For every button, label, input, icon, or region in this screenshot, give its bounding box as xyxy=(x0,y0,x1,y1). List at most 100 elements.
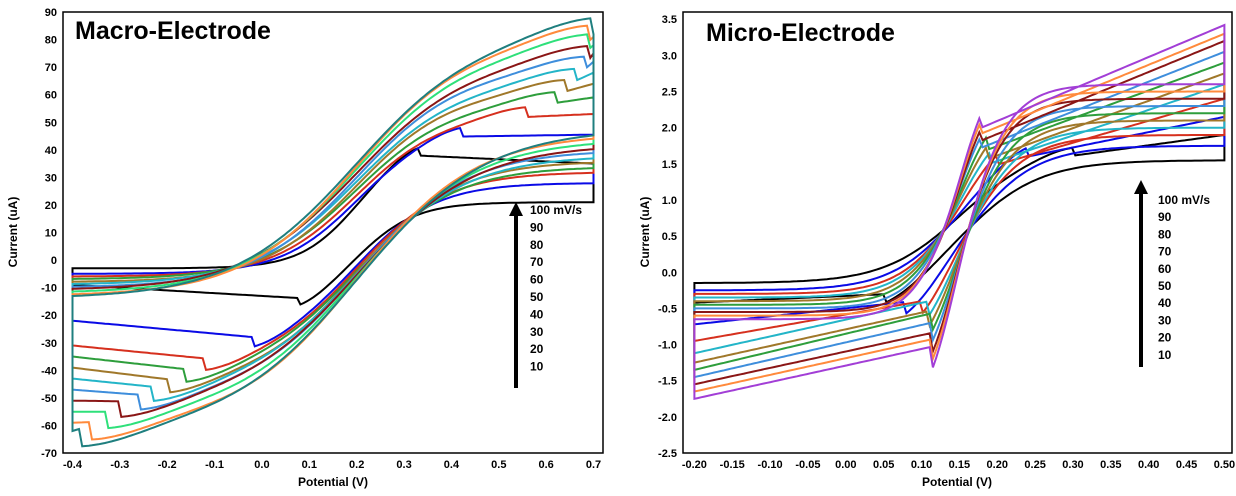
y-tick-label: 0.5 xyxy=(662,231,677,243)
macro-scan-rate-arrow xyxy=(509,202,523,388)
scan-rate-label: 80 xyxy=(530,238,544,252)
x-tick-label: 0.45 xyxy=(1176,459,1197,471)
scan-rate-label: 10 xyxy=(530,360,544,374)
scan-rate-label: 60 xyxy=(530,273,544,287)
scan-rate-label: 50 xyxy=(530,290,544,304)
micro-x-axis-label: Potential (V) xyxy=(922,475,992,489)
macro-plot-frame xyxy=(62,11,604,454)
cv-curve-70 xyxy=(693,50,1226,379)
y-tick-label: -10 xyxy=(41,283,57,295)
cv-curve-50 xyxy=(71,78,595,394)
y-tick-label: 2.5 xyxy=(662,87,677,99)
x-tick-label: -0.2 xyxy=(158,459,177,471)
scan-rate-label: 20 xyxy=(1158,331,1172,345)
cv-curve-20 xyxy=(693,115,1226,326)
y-tick-label: 20 xyxy=(45,200,57,212)
x-tick-label: 0.40 xyxy=(1138,459,1159,471)
y-tick-label: -50 xyxy=(41,393,57,405)
scan-rate-label: 60 xyxy=(1158,262,1172,276)
x-tick-label: 0.5 xyxy=(491,459,506,471)
scan-rate-label: 40 xyxy=(530,307,544,321)
macro-y-axis-label: Current (uA) xyxy=(6,197,20,268)
y-tick-label: 3.5 xyxy=(662,14,677,26)
y-tick-label: -1.5 xyxy=(658,376,677,388)
cv-curve-100 xyxy=(693,23,1226,401)
scan-rate-label: 50 xyxy=(1158,279,1172,293)
cv-curve-90 xyxy=(693,32,1226,393)
x-tick-label: 0.3 xyxy=(396,459,411,471)
macro-x-axis-label: Potential (V) xyxy=(298,475,368,489)
y-tick-label: 1.5 xyxy=(662,159,677,171)
cv-curve-20 xyxy=(71,126,595,348)
x-tick-label: -0.3 xyxy=(110,459,129,471)
x-tick-label: 0.25 xyxy=(1024,459,1045,471)
x-tick-label: -0.05 xyxy=(795,459,820,471)
y-tick-label: -2.0 xyxy=(658,412,677,424)
y-tick-label: -0.5 xyxy=(658,303,677,315)
y-tick-label: 3.0 xyxy=(662,50,677,62)
y-tick-label: 10 xyxy=(45,228,57,240)
x-tick-label: 0.4 xyxy=(444,459,460,471)
y-tick-label: 90 xyxy=(45,7,57,19)
scan-rate-label: 90 xyxy=(530,220,544,234)
x-tick-label: 0.35 xyxy=(1100,459,1121,471)
scan-rate-label: 10 xyxy=(1158,348,1172,362)
y-tick-label: 30 xyxy=(45,172,57,184)
y-tick-label: -70 xyxy=(41,448,57,460)
macro-y-tick-labels: -70 -60 -50 -40 -30 -20 -10 0 10 20 30 40 50 60 70 80 90 xyxy=(41,7,57,460)
x-tick-label: 0.30 xyxy=(1062,459,1083,471)
cv-curve-80 xyxy=(693,39,1226,386)
scan-rate-label: 70 xyxy=(530,255,544,269)
micro-y-axis-label: Current (uA) xyxy=(638,197,652,268)
y-tick-label: -2.5 xyxy=(658,448,677,460)
x-tick-label: 0.10 xyxy=(911,459,932,471)
x-tick-label: -0.20 xyxy=(682,459,707,471)
x-tick-label: 0.0 xyxy=(254,459,269,471)
micro-scan-rate-arrow xyxy=(1134,180,1148,367)
scan-rate-label: 30 xyxy=(530,325,544,339)
scan-rate-label: 80 xyxy=(1158,227,1172,241)
y-tick-label: -1.0 xyxy=(658,340,677,352)
y-tick-label: 80 xyxy=(45,35,57,47)
x-tick-label: -0.15 xyxy=(720,459,745,471)
macro-scan-rate-labels: 100 mV/s 90 80 70 60 50 40 30 20 10 xyxy=(530,203,582,374)
x-tick-label: 0.05 xyxy=(873,459,894,471)
scan-rate-label: 70 xyxy=(1158,245,1172,259)
y-tick-label: 1.0 xyxy=(662,195,677,207)
micro-plot-frame xyxy=(682,11,1233,454)
micro-electrode-panel: -2.5 -2.0 -1.5 -1.0 -0.5 0.0 0.5 1.0 1.5 2.0 2.5 3.… xyxy=(638,11,1235,489)
scan-rate-label: 20 xyxy=(530,342,544,356)
x-tick-label: 0.6 xyxy=(539,459,554,471)
x-tick-label: 0.2 xyxy=(349,459,364,471)
x-tick-label: -0.1 xyxy=(205,459,224,471)
scan-rate-label: 100 mV/s xyxy=(530,203,582,217)
y-tick-label: -40 xyxy=(41,365,57,377)
cv-curve-100 xyxy=(71,17,595,448)
micro-y-tick-labels: -2.5 -2.0 -1.5 -1.0 -0.5 0.0 0.5 1.0 1.5 2.0 2.5 3.… xyxy=(658,14,677,460)
y-tick-label: 50 xyxy=(45,117,57,129)
y-tick-label: 70 xyxy=(45,62,57,74)
y-tick-label: 60 xyxy=(45,90,57,102)
scan-rate-label: 100 mV/s xyxy=(1158,193,1210,207)
macro-x-tick-labels: -0.4 -0.3 -0.2 -0.1 0.0 0.1 0.2 0.3 0.4 0.5 0.6 0.7 xyxy=(63,459,601,471)
x-tick-label: 0.7 xyxy=(586,459,601,471)
y-tick-label: 40 xyxy=(45,145,57,157)
cv-curve-50 xyxy=(693,72,1226,364)
y-tick-label: -20 xyxy=(41,310,57,322)
macro-curves xyxy=(71,17,595,448)
micro-title: Micro-Electrode xyxy=(706,19,895,47)
macro-title: Macro-Electrode xyxy=(75,17,271,45)
x-tick-label: -0.10 xyxy=(758,459,783,471)
y-tick-label: 0.0 xyxy=(662,267,677,279)
x-tick-label: 0.1 xyxy=(302,459,317,471)
x-tick-label: 0.00 xyxy=(835,459,856,471)
x-tick-label: 0.50 xyxy=(1214,459,1235,471)
x-tick-label: 0.20 xyxy=(987,459,1008,471)
macro-electrode-panel: -70 -60 -50 -40 -30 -20 -10 0 10 20 30 40 50 60 70 80 90… xyxy=(6,7,604,489)
x-tick-label: -0.4 xyxy=(63,459,83,471)
scan-rate-label: 40 xyxy=(1158,296,1172,310)
y-tick-label: 2.0 xyxy=(662,123,677,135)
micro-curves xyxy=(693,23,1226,401)
y-tick-label: 0 xyxy=(51,255,57,267)
